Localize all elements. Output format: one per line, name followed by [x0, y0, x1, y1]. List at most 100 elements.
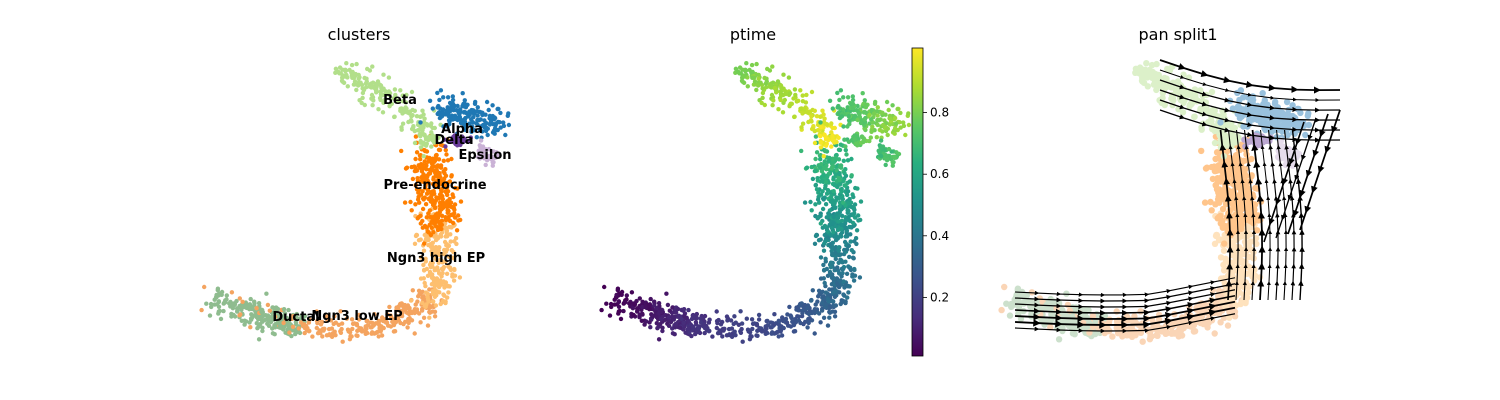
cell-point	[372, 312, 377, 317]
cell-point	[452, 273, 458, 278]
cell-point	[462, 117, 467, 122]
cell-point	[492, 115, 498, 121]
cell-point-ptime	[838, 165, 844, 170]
cell-point	[371, 98, 376, 103]
cell-point-ptime	[821, 315, 827, 320]
cell-point	[413, 156, 418, 162]
cell-point	[369, 92, 375, 98]
cell-point	[441, 124, 446, 129]
cell-point-ptime	[831, 290, 836, 295]
cell-point-ptime	[616, 304, 622, 309]
cell-point-velocity	[1220, 247, 1228, 254]
cell-point-ptime	[599, 307, 604, 313]
cell-point-ptime	[901, 120, 906, 125]
cell-point-ptime	[860, 135, 865, 140]
cell-point-ptime	[852, 215, 858, 220]
cell-point-ptime	[842, 171, 847, 176]
cell-point	[423, 135, 428, 140]
cell-point-ptime	[800, 121, 806, 126]
cell-point	[396, 318, 402, 323]
cell-point-ptime	[800, 310, 805, 316]
cell-point-ptime	[813, 156, 818, 162]
cell-point	[429, 121, 434, 126]
cell-point-ptime	[820, 108, 825, 113]
cell-point-ptime	[627, 301, 632, 306]
cell-point-ptime	[658, 317, 664, 322]
cell-point-ptime	[773, 330, 779, 335]
cell-point-ptime	[670, 305, 675, 310]
cell-point-ptime	[802, 200, 808, 205]
cell-point-ptime	[720, 334, 725, 339]
cell-point	[423, 121, 428, 127]
cell-point	[267, 318, 272, 324]
cell-point-velocity	[998, 306, 1005, 314]
cluster-label-pre-endocrine: Pre-endocrine	[383, 178, 486, 193]
cell-point-ptime	[737, 65, 743, 70]
cell-point	[423, 290, 429, 295]
cell-point	[490, 163, 495, 168]
cell-point-ptime	[832, 294, 838, 299]
cell-point-ptime	[829, 194, 834, 199]
cell-point-ptime	[822, 232, 827, 238]
cell-point	[443, 147, 448, 153]
cell-point-ptime	[822, 116, 827, 121]
cell-point-ptime	[892, 131, 897, 136]
cell-point-velocity	[1071, 331, 1078, 338]
cell-point	[468, 135, 473, 140]
cell-point	[480, 110, 485, 116]
cell-point	[370, 64, 375, 69]
cell-point-ptime	[845, 295, 850, 300]
cell-point-ptime	[836, 248, 841, 253]
cell-point	[435, 90, 440, 96]
cell-point	[430, 135, 435, 140]
cell-point-ptime	[827, 98, 833, 104]
cell-point-ptime	[760, 95, 765, 101]
cell-point-ptime	[693, 320, 699, 325]
cell-point	[349, 317, 355, 322]
cell-point-ptime	[829, 275, 835, 280]
cell-point	[272, 332, 277, 337]
cell-point	[418, 145, 424, 150]
colorbar-ticks: 0.20.40.60.8	[923, 106, 949, 304]
cell-point-ptime	[758, 80, 763, 85]
cell-point-ptime	[841, 124, 846, 129]
cell-point	[441, 158, 446, 163]
cell-point	[447, 179, 453, 184]
cell-point	[294, 311, 299, 317]
cell-point-ptime	[849, 248, 854, 253]
cell-point	[477, 127, 482, 133]
cell-point	[429, 275, 435, 280]
cell-point	[479, 144, 484, 149]
cell-point-ptime	[736, 322, 741, 327]
cell-point	[421, 154, 426, 159]
cell-point-ptime	[830, 251, 835, 257]
cell-point-ptime	[854, 141, 859, 146]
cell-point-ptime	[643, 304, 648, 309]
cell-point	[429, 130, 434, 135]
cell-point	[428, 260, 434, 265]
cell-point	[487, 122, 493, 127]
cell-point-ptime	[809, 119, 814, 124]
cell-point	[310, 334, 315, 339]
cell-point-ptime	[816, 238, 822, 243]
cell-point	[404, 165, 410, 170]
cell-point	[446, 284, 451, 289]
cell-point	[495, 106, 500, 112]
cell-point	[235, 309, 240, 314]
cell-point	[422, 159, 427, 164]
cell-point	[229, 290, 235, 295]
cell-point-ptime	[886, 146, 892, 152]
cell-point	[426, 137, 431, 143]
cell-point-velocity	[1283, 98, 1291, 106]
cell-point-ptime	[821, 197, 826, 202]
cell-point-ptime	[732, 314, 737, 319]
cell-point	[431, 220, 436, 226]
cluster-label-epsilon: Epsilon	[458, 148, 511, 163]
cell-point	[376, 107, 381, 112]
cell-point-ptime	[616, 309, 621, 314]
cell-point	[418, 192, 424, 197]
cell-point-ptime	[773, 321, 779, 326]
cell-point-ptime	[770, 64, 775, 69]
cell-point-ptime	[906, 111, 911, 116]
cell-point	[405, 325, 410, 330]
